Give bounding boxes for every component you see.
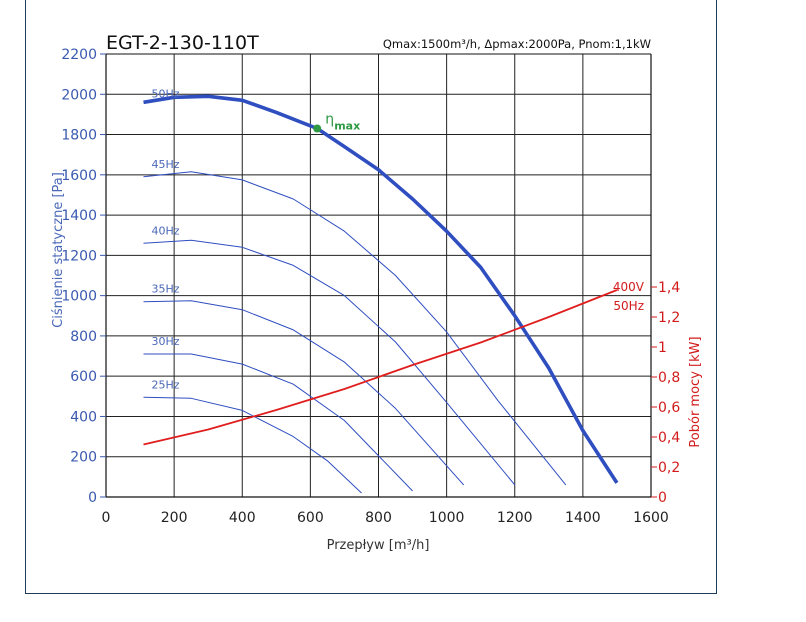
series-label-35hz: 35Hz <box>151 283 179 296</box>
series-line-50hz <box>143 94 619 484</box>
y-right-tick-label: 1,2 <box>658 310 680 326</box>
efficiency-point <box>313 124 322 133</box>
series-label-25hz: 25Hz <box>151 378 179 391</box>
x-tick-label: 1600 <box>633 510 669 526</box>
y-right-tick-label: 0 <box>658 490 667 506</box>
y-tick-label: 2200 <box>61 47 97 63</box>
x-tick-label: 400 <box>229 510 256 526</box>
series-label-45hz: 45Hz <box>151 158 179 171</box>
power-curve-group <box>143 289 618 446</box>
chart-title: EGT-2-130-110T <box>106 32 259 54</box>
y-right-tick-label: 0,2 <box>658 460 680 476</box>
series-label-50hz: 50Hz <box>151 87 179 100</box>
y-tick-label: 1600 <box>61 168 97 184</box>
y-tick-label: 400 <box>70 409 97 425</box>
x-tick-label: 800 <box>365 510 392 526</box>
series-line-25hz <box>143 396 362 494</box>
x-tick-label: 1200 <box>497 510 533 526</box>
power-curve <box>143 289 618 446</box>
series-label-30hz: 30Hz <box>151 335 179 348</box>
y-tick-label: 2000 <box>61 87 97 103</box>
chart-subtitle: Qmax:1500m³/h, Δpmax:2000Pa, Pnom:1,1kW <box>383 37 651 51</box>
y-tick-label: 1400 <box>61 208 97 224</box>
y-right-tick-label: 0,4 <box>658 430 680 446</box>
series-line-30hz <box>143 353 413 492</box>
chart-frame <box>25 0 717 594</box>
y-tick-label: 1200 <box>61 248 97 264</box>
efficiency-marker: η max <box>313 112 360 133</box>
axes <box>105 53 652 498</box>
y-right-tick-label: 0,8 <box>658 370 680 386</box>
y-right-axis-label: Pobór mocy [kW] <box>688 336 703 447</box>
x-tick-label: 1400 <box>565 510 601 526</box>
power-label-voltage: 400V <box>613 280 645 294</box>
y-right-tick-label: 1 <box>658 340 667 356</box>
y-tick-label: 1000 <box>61 289 97 305</box>
series-line-40hz <box>143 239 516 486</box>
series-line-45hz <box>143 171 567 486</box>
y-right-tick-label: 1,4 <box>658 280 680 296</box>
x-tick-label: 600 <box>297 510 324 526</box>
y-right-tick-label: 0,6 <box>658 400 680 416</box>
tick-labels: 0200400600800100012001400160018002000220… <box>61 47 680 526</box>
pressure-curves: 50Hz 45Hz 40Hz 35Hz 30Hz 25Hz <box>143 87 619 494</box>
y-tick-label: 600 <box>70 369 97 385</box>
power-label-frequency: 50Hz <box>613 299 644 313</box>
y-tick-label: 800 <box>70 329 97 345</box>
y-tick-label: 1800 <box>61 128 97 144</box>
y-tick-label: 0 <box>88 490 97 506</box>
y-axis-label: Ciśnienie statyczne [Pa] <box>51 172 66 328</box>
x-tick-label: 200 <box>161 510 188 526</box>
y-tick-label: 200 <box>70 450 97 466</box>
x-tick-label: 1000 <box>429 510 465 526</box>
x-tick-label: 0 <box>102 510 111 526</box>
series-line-35hz <box>143 300 465 486</box>
efficiency-label: η <box>325 112 334 128</box>
efficiency-label-subscript: max <box>334 120 360 133</box>
series-label-40hz: 40Hz <box>151 224 179 237</box>
x-axis-label: Przepływ [m³/h] <box>327 538 430 553</box>
